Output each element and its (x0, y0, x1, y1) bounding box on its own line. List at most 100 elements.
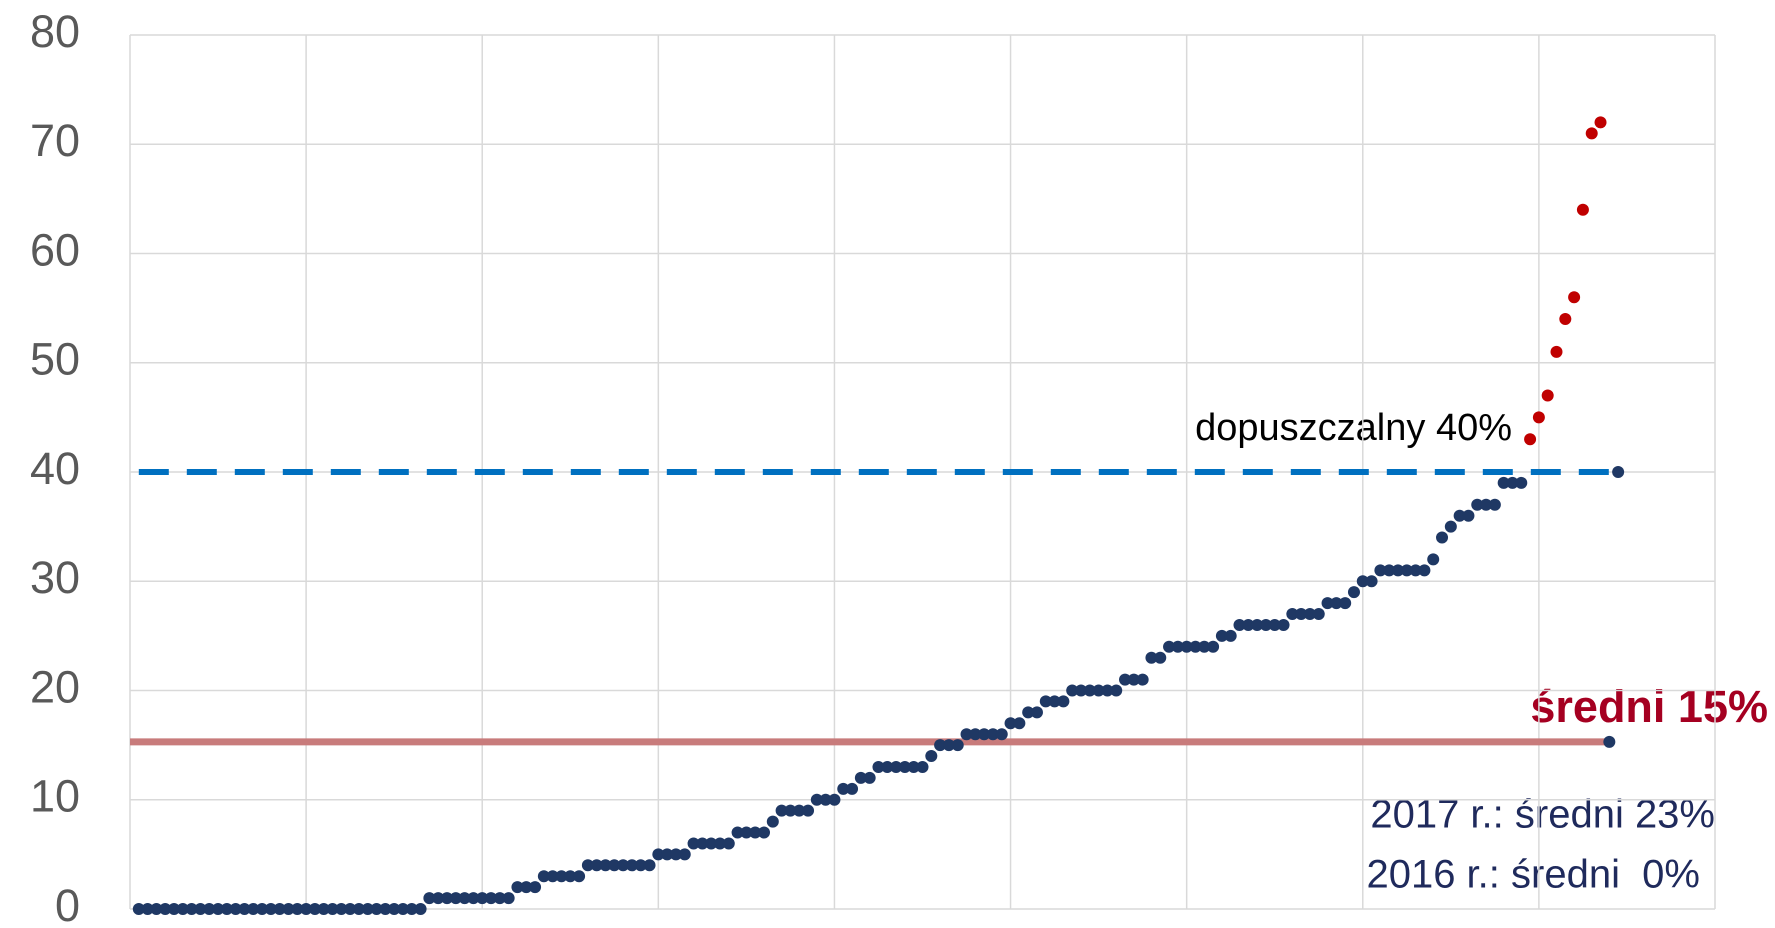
point (599, 859, 612, 872)
point (1215, 629, 1228, 642)
point (423, 892, 436, 905)
point (766, 815, 779, 828)
point (1171, 640, 1184, 653)
point (590, 859, 603, 872)
point (625, 859, 638, 872)
point (335, 903, 348, 915)
point (916, 760, 929, 773)
point (731, 826, 744, 839)
point (1585, 127, 1598, 140)
point (1013, 717, 1026, 730)
point (1506, 476, 1519, 489)
y-tick-label: 30 (30, 552, 80, 603)
point (1145, 651, 1158, 664)
point (405, 903, 418, 915)
point (1383, 564, 1396, 577)
point (802, 804, 815, 817)
point (1048, 695, 1061, 708)
point (1251, 618, 1264, 631)
point (573, 870, 586, 883)
line-end-marker (1603, 735, 1616, 748)
point (837, 782, 850, 795)
point (678, 848, 691, 861)
point (898, 760, 911, 773)
point (1436, 531, 1449, 544)
point (617, 859, 630, 872)
point (986, 728, 999, 741)
point (784, 804, 797, 817)
point (396, 903, 409, 915)
y-tick-label: 80 (30, 6, 80, 57)
point (890, 760, 903, 773)
point (1303, 608, 1316, 621)
point (942, 739, 955, 752)
point (1462, 509, 1475, 522)
point (740, 826, 753, 839)
y-tick-label: 70 (30, 115, 80, 166)
point (1576, 203, 1589, 216)
point (1004, 717, 1017, 730)
point (810, 793, 823, 806)
point (1030, 706, 1043, 719)
point (1295, 608, 1308, 621)
point (1075, 684, 1087, 697)
point (414, 903, 427, 915)
limit-label: dopuszczalny 40% (1195, 407, 1512, 449)
point (995, 728, 1008, 741)
point (793, 804, 806, 817)
point (1365, 575, 1378, 588)
point (661, 848, 674, 861)
point (370, 903, 383, 915)
point (1497, 476, 1510, 489)
point (1339, 597, 1352, 610)
point (713, 837, 726, 850)
point (608, 859, 621, 872)
point (978, 728, 991, 741)
point (159, 903, 172, 915)
point (969, 728, 982, 741)
point (846, 782, 859, 795)
point (1101, 684, 1114, 697)
point (872, 760, 885, 773)
point (1259, 618, 1272, 631)
point (934, 739, 947, 752)
point (1189, 640, 1202, 653)
point (749, 826, 762, 839)
point (238, 903, 251, 915)
point (502, 892, 515, 905)
point (1277, 618, 1290, 631)
point (1163, 640, 1176, 653)
y-tick-label: 50 (30, 334, 80, 385)
point (722, 837, 735, 850)
mean-label: średni 15% (1530, 681, 1768, 732)
point (150, 903, 163, 915)
point (264, 903, 277, 915)
point (1312, 608, 1325, 621)
point (705, 837, 718, 850)
point (379, 903, 392, 915)
line-end-marker (1612, 466, 1625, 478)
point (863, 771, 876, 784)
point (493, 892, 506, 905)
point (1180, 640, 1193, 653)
point (361, 903, 374, 915)
point (212, 903, 225, 915)
point (185, 903, 198, 915)
point (828, 793, 841, 806)
point (1374, 564, 1387, 577)
point (247, 903, 260, 915)
point (467, 892, 480, 905)
point (1321, 597, 1334, 610)
point (141, 903, 154, 915)
point (1268, 618, 1281, 631)
point (485, 892, 498, 905)
point (1233, 618, 1246, 631)
point (1532, 411, 1545, 424)
point (1347, 586, 1360, 599)
point (1092, 684, 1105, 697)
point (432, 892, 445, 905)
point (643, 859, 656, 872)
point (220, 903, 233, 915)
